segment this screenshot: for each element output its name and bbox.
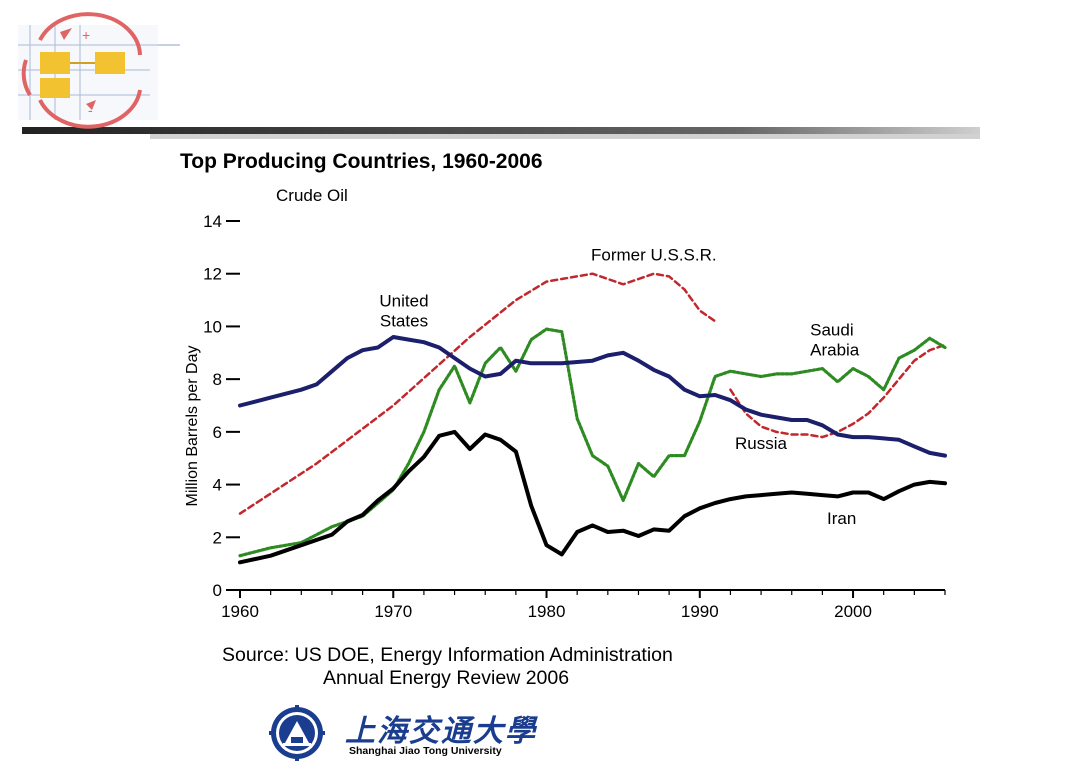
header-rule xyxy=(22,127,980,139)
series-line-former-u-s-s-r xyxy=(238,272,717,515)
y-tick-label: 12 xyxy=(203,265,222,284)
university-name-cn: 上海交通大學 xyxy=(345,714,537,749)
sjtu-emblem-icon xyxy=(269,705,325,761)
source-line-1: Source: US DOE, Energy Information Admin… xyxy=(222,644,673,666)
source-note: Source: US DOE, Energy Information Admin… xyxy=(222,644,673,690)
oil-production-chart: Top Producing Countries, 1960-2006 Crude… xyxy=(180,150,947,621)
series-label-saudi-arabia: Saudi Arabia xyxy=(810,321,860,360)
y-tick-label: 14 xyxy=(203,212,222,231)
chart-axes: 1960 1970 1980 1990 2000 0 2 4 6 8 10 12 14 xyxy=(203,212,946,621)
chart-title: Top Producing Countries, 1960-2006 xyxy=(180,150,543,173)
y-tick-label: 8 xyxy=(213,370,222,389)
y-tick-label: 10 xyxy=(203,317,222,336)
y-axis-label: Million Barrels per Day xyxy=(184,346,201,507)
series-label-russia: Russia xyxy=(735,434,788,453)
source-line-2: Annual Energy Review 2006 xyxy=(323,667,570,689)
y-tick-label: 4 xyxy=(213,476,222,495)
series-layer xyxy=(238,272,947,565)
series-label-former-u-s-s-r: Former U.S.S.R. xyxy=(591,246,717,265)
x-tick-label: 1960 xyxy=(221,602,259,621)
series-label-united-states: United States xyxy=(379,292,428,331)
series-line-iran xyxy=(238,429,947,565)
university-name-en: Shanghai Jiao Tong University xyxy=(349,745,502,757)
process-cycle-logo-icon: + - xyxy=(18,12,180,129)
x-tick-label: 1970 xyxy=(374,602,412,621)
y-tick-label: 6 xyxy=(213,423,222,442)
svg-text:-: - xyxy=(88,102,93,118)
x-tick-label: 1980 xyxy=(528,602,566,621)
chart-subtitle: Crude Oil xyxy=(276,186,348,205)
y-tick-label: 0 xyxy=(213,581,222,600)
series-line-saudi-arabia xyxy=(238,327,947,558)
series-label-iran: Iran xyxy=(827,509,856,528)
series-line-united-states xyxy=(238,335,947,458)
x-tick-label: 2000 xyxy=(834,602,872,621)
y-tick-label: 2 xyxy=(213,528,222,547)
svg-text:+: + xyxy=(82,27,90,43)
series-line-russia xyxy=(729,343,947,439)
x-tick-label: 1990 xyxy=(681,602,719,621)
university-logo: 上海交通大學 Shanghai Jiao Tong University xyxy=(265,703,565,763)
series-labels: Former U.S.S.R. United States Saudi Arabia Ru… xyxy=(379,246,859,529)
